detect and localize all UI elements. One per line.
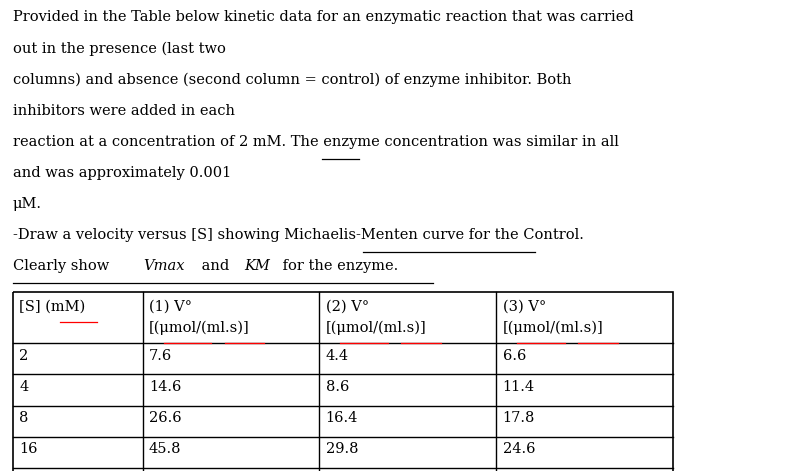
Text: KM: KM	[244, 259, 269, 273]
Text: -Draw a velocity versus [S] showing Michaelis-Menten curve for the Control.: -Draw a velocity versus [S] showing Mich…	[13, 228, 583, 242]
Text: [(μmol/(ml.s)]: [(μmol/(ml.s)]	[326, 321, 426, 335]
Text: and: and	[196, 259, 233, 273]
Text: and was approximately 0.001: and was approximately 0.001	[13, 166, 231, 180]
Text: (1) V°: (1) V°	[148, 300, 192, 314]
Text: 8.6: 8.6	[326, 380, 349, 394]
Text: 8: 8	[19, 411, 29, 425]
Text: Clearly show: Clearly show	[13, 259, 114, 273]
Text: 6.6: 6.6	[502, 349, 525, 363]
Text: 16: 16	[19, 442, 38, 456]
Text: [(μmol/(ml.s)]: [(μmol/(ml.s)]	[502, 321, 602, 335]
Text: 17.8: 17.8	[502, 411, 534, 425]
Text: 16.4: 16.4	[326, 411, 358, 425]
Text: reaction at a concentration of 2 mM. The enzyme concentration was similar in all: reaction at a concentration of 2 mM. The…	[13, 135, 618, 149]
Text: 14.6: 14.6	[148, 380, 181, 394]
Text: (2) V°: (2) V°	[326, 300, 368, 314]
Text: 24.6: 24.6	[502, 442, 534, 456]
Text: μM.: μM.	[13, 197, 42, 211]
Text: Provided in the Table below kinetic data for an enzymatic reaction that was carr: Provided in the Table below kinetic data…	[13, 10, 633, 24]
Text: 11.4: 11.4	[502, 380, 534, 394]
Text: inhibitors were added in each: inhibitors were added in each	[13, 104, 234, 118]
Text: 29.8: 29.8	[326, 442, 358, 456]
Text: [(μmol/(ml.s)]: [(μmol/(ml.s)]	[148, 321, 249, 335]
Text: for the enzyme.: for the enzyme.	[277, 259, 397, 273]
Text: 26.6: 26.6	[148, 411, 181, 425]
Text: 7.6: 7.6	[148, 349, 172, 363]
Text: Vmax: Vmax	[143, 259, 184, 273]
Text: 4.4: 4.4	[326, 349, 348, 363]
Text: 45.8: 45.8	[148, 442, 181, 456]
Text: [S] (mM): [S] (mM)	[19, 300, 86, 314]
Text: columns) and absence (second column = control) of enzyme inhibitor. Both: columns) and absence (second column = co…	[13, 73, 571, 87]
Text: 2: 2	[19, 349, 29, 363]
Text: (3) V°: (3) V°	[502, 300, 545, 314]
Text: out in the presence (last two: out in the presence (last two	[13, 41, 225, 56]
Text: 4: 4	[19, 380, 29, 394]
